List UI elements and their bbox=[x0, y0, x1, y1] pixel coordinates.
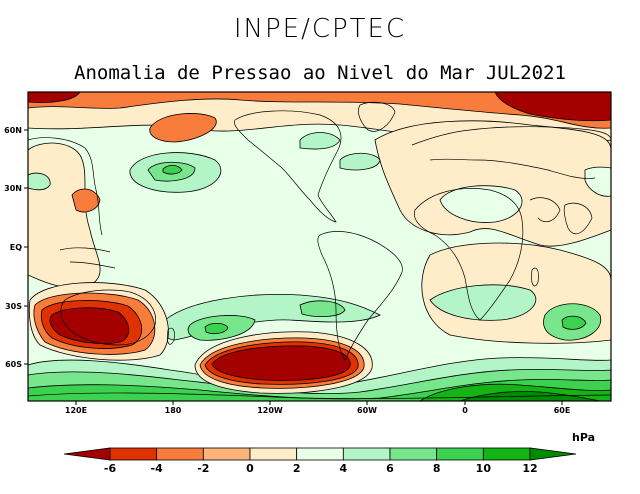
east-asia-green bbox=[584, 166, 611, 197]
positive-anomaly-north-america bbox=[299, 132, 341, 150]
colorbar-tick-label: -2 bbox=[197, 462, 209, 475]
positive-anomaly-eurasia-cream bbox=[374, 120, 611, 247]
lat-label-30s: 30S bbox=[5, 302, 22, 311]
organization-title: INPE/CPTEC bbox=[233, 14, 407, 44]
positive-anomaly-south-indian bbox=[429, 284, 537, 321]
colorbar-segment bbox=[389, 447, 438, 461]
colorbar-tick-label: 2 bbox=[293, 462, 301, 475]
negative-anomaly-west-australia bbox=[49, 307, 130, 344]
colorbar-tick-label: 10 bbox=[476, 462, 492, 475]
colorbar-tick-label: 4 bbox=[340, 462, 348, 475]
colorbar-segment bbox=[436, 447, 484, 461]
negative-anomaly-philippines bbox=[71, 188, 101, 213]
colorbar-segment bbox=[156, 447, 204, 461]
map-title: Anomalia de Pressao ao Nivel do Mar JUL2… bbox=[74, 62, 566, 84]
colorbar-tick-label: 8 bbox=[433, 462, 441, 475]
colorbar-tick-labels: -6 -4 -2 0 2 4 6 8 10 12 bbox=[104, 462, 538, 475]
colorbar-segment bbox=[296, 447, 344, 461]
lat-label-30n: 30N bbox=[4, 184, 22, 193]
south-pacific-band-peak bbox=[204, 322, 229, 335]
lon-label-60e: 60E bbox=[554, 406, 571, 415]
negative-anomaly-north-pacific bbox=[149, 113, 217, 143]
colorbar-segment bbox=[249, 447, 298, 461]
lon-label-180: 180 bbox=[165, 406, 182, 415]
colorbar-tick-label: 0 bbox=[246, 462, 254, 475]
lon-label-120e: 120E bbox=[65, 406, 87, 415]
latitude-axis: 60N 30N EQ 30S 60S bbox=[4, 126, 28, 369]
colorbar-tick-label: 12 bbox=[522, 462, 537, 475]
arctic-orange-band bbox=[28, 92, 611, 129]
lat-label-60n: 60N bbox=[4, 126, 22, 135]
colorbar-tick-label: -6 bbox=[104, 462, 117, 475]
positive-anomaly-gulf-of-mexico bbox=[339, 152, 381, 171]
coastlines bbox=[28, 102, 611, 399]
colorbar-max-triangle bbox=[529, 447, 577, 461]
negative-anomaly-arctic-east bbox=[494, 92, 611, 122]
colorbar-segments bbox=[63, 447, 577, 461]
map-field bbox=[28, 92, 611, 401]
longitude-axis: 120E 180 120W 60W 0 60E bbox=[65, 401, 570, 415]
colorbar: hPa -6 -4 -2 0 2 4 6 8 10 12 bbox=[63, 431, 595, 475]
north-africa-green bbox=[439, 185, 523, 223]
colorbar-segment bbox=[342, 447, 391, 461]
lon-label-120w: 120W bbox=[257, 406, 283, 415]
lon-label-0: 0 bbox=[462, 406, 468, 415]
colorbar-tick-label: 6 bbox=[386, 462, 394, 475]
negative-anomaly-south-pacific bbox=[211, 345, 351, 381]
positive-anomaly-east-asia-green bbox=[28, 172, 51, 191]
lat-label-eq: EQ bbox=[10, 243, 22, 252]
north-pacific-peak bbox=[162, 164, 183, 175]
colorbar-segment bbox=[482, 447, 531, 461]
south-atlantic-green bbox=[299, 300, 346, 318]
lon-label-60w: 60W bbox=[357, 406, 377, 415]
colorbar-segment bbox=[109, 447, 158, 461]
south-indian-east-peak bbox=[561, 315, 587, 330]
lat-label-60s: 60S bbox=[5, 360, 22, 369]
colorbar-segment bbox=[202, 447, 251, 461]
colorbar-unit-label: hPa bbox=[572, 431, 595, 444]
colorbar-min-triangle bbox=[63, 447, 111, 461]
colorbar-tick-label: -4 bbox=[151, 462, 164, 475]
